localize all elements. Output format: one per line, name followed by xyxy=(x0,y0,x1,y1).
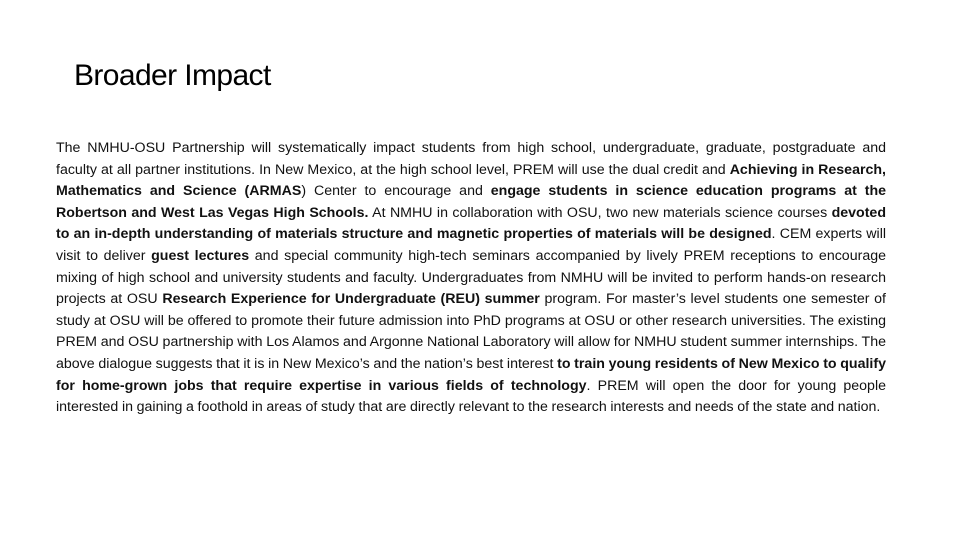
text-run: program. For master’s level students one… xyxy=(56,291,886,372)
text-run-bold: Achieving in Research, Mathematics and S… xyxy=(56,161,886,200)
text-run-bold: engage students in science education pro… xyxy=(56,183,887,221)
text-run-bold: devoted to an in-depth understanding of … xyxy=(56,204,886,243)
text-run: The NMHU-OSU Partnership will systematic… xyxy=(56,140,886,178)
body-paragraph: The NMHU-OSU Partnership will systematic… xyxy=(56,138,886,419)
text-run-bold: Research Experience for Undergraduate (R… xyxy=(162,291,540,308)
text-run: At NMHU in collaboration with OSU, two n… xyxy=(368,204,832,221)
text-run: ) Center to encourage and xyxy=(301,183,491,200)
slide-title: Broader Impact xyxy=(74,59,271,92)
text-run: . PREM will open the door for young peop… xyxy=(56,377,886,416)
text-run-bold: to train young residents of New Mexico t… xyxy=(56,355,886,394)
text-run: . CEM experts will visit to deliver xyxy=(56,226,887,264)
text-run-bold: guest lectures xyxy=(151,247,250,264)
text-run: and special community high-tech seminars… xyxy=(56,247,886,308)
